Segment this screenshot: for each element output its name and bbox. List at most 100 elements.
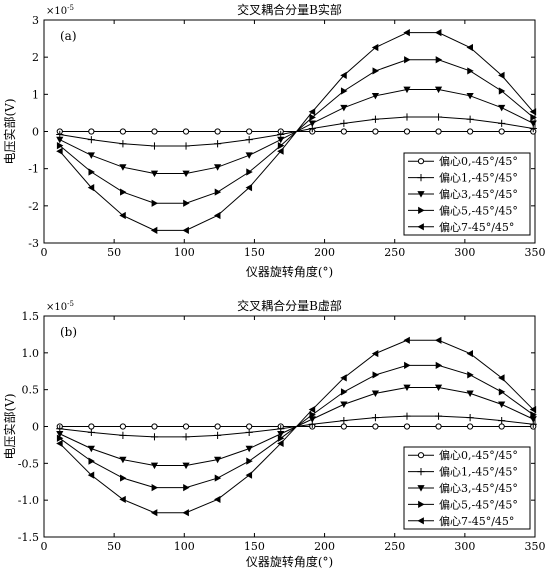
- data-point: [498, 128, 505, 135]
- data-point: [214, 456, 222, 464]
- y-axis-label: 电压实部(V): [2, 393, 17, 459]
- legend-label: 偏心0,-45°/45°: [439, 154, 518, 168]
- data-point: [150, 142, 159, 150]
- legend-marker: [418, 206, 425, 214]
- data-point: [246, 423, 253, 430]
- data-point: [151, 199, 159, 207]
- x-tick-label: 100: [174, 246, 195, 259]
- data-point: [372, 371, 380, 379]
- y-tick-label: 2: [32, 51, 39, 64]
- data-point: [466, 43, 473, 52]
- x-axis-label: 仪器旋转角度(°): [246, 554, 333, 569]
- data-point: [120, 474, 127, 482]
- y-tick-label: 1: [32, 88, 39, 101]
- data-point: [498, 388, 506, 396]
- data-point: [371, 43, 379, 52]
- data-point: [498, 401, 506, 408]
- y-tick-label: -1: [28, 163, 39, 176]
- data-point: [56, 136, 64, 144]
- legend: 偏心0,-45°/45° 偏心1,-45°/45° 偏心3,-45°/45° 偏心5,…: [403, 152, 531, 236]
- legend-item: 偏心3,-45°/45°: [408, 481, 518, 495]
- x-tick-label: 50: [107, 246, 121, 259]
- data-point: [434, 86, 443, 94]
- legend-item: 偏心1,-45°/45°: [408, 171, 518, 185]
- data-point: [150, 433, 159, 441]
- data-point: [56, 434, 64, 442]
- data-point: [340, 87, 348, 95]
- data-point: [87, 471, 95, 479]
- data-point: [404, 56, 411, 64]
- y-tick-label: 3: [32, 14, 39, 27]
- data-point: [467, 67, 474, 75]
- data-point: [277, 430, 285, 438]
- data-point: [277, 147, 284, 155]
- data-point: [434, 113, 443, 121]
- legend-marker: [417, 191, 425, 198]
- legend-label: 偏心0,-45°/45°: [439, 448, 518, 462]
- data-point: [277, 136, 285, 144]
- data-point: [309, 113, 316, 121]
- legend-marker: [417, 174, 425, 182]
- legend-marker: [418, 500, 425, 508]
- data-point: [87, 152, 95, 159]
- chart-panel-b: 交叉耦合分量B虚部 ×10-5 0 50 100 150 200 250 300 350 -1.5 -…: [2, 298, 546, 569]
- data-point: [403, 86, 411, 94]
- x-tick-label: 200: [314, 540, 335, 553]
- legend-label: 偏心1,-45°/45°: [439, 171, 518, 185]
- data-point: [182, 226, 189, 234]
- data-point: [466, 390, 474, 397]
- data-point: [466, 414, 474, 422]
- data-point: [88, 457, 95, 465]
- legend-item: 偏心5,-45°/45°: [408, 497, 518, 511]
- data-point: [119, 431, 127, 439]
- chart-panel-a: 交叉耦合分量B实部 ×10-5 0 50 100 150 200 250 300 350 -3 -2 -…: [2, 2, 546, 279]
- data-point: [214, 164, 222, 171]
- data-point: [182, 128, 190, 135]
- y-axis-label: 电压实部(V): [2, 98, 17, 164]
- series-0: [56, 128, 537, 135]
- legend-marker: [417, 485, 425, 492]
- x-tick-label: 150: [244, 540, 265, 553]
- legend-item: 偏心0,-45°/45°: [408, 448, 518, 462]
- y-exponent-label: ×10-5: [46, 300, 74, 313]
- data-point: [498, 374, 505, 382]
- data-point: [435, 361, 443, 369]
- data-point: [245, 471, 253, 479]
- x-tick-label: 0: [41, 540, 48, 553]
- data-point: [435, 56, 443, 64]
- data-point: [214, 128, 221, 135]
- data-point: [340, 128, 347, 135]
- data-point: [246, 457, 253, 465]
- data-point: [119, 128, 127, 135]
- data-point: [150, 509, 158, 517]
- data-point: [466, 349, 473, 358]
- legend-item: 偏心7-45°/45°: [408, 220, 514, 234]
- y-exponent-power: -5: [67, 4, 74, 12]
- panel-label: (b): [60, 325, 77, 339]
- data-point: [309, 411, 316, 419]
- legend-label: 偏心5,-45°/45°: [439, 203, 518, 217]
- legend-label: 偏心7-45°/45°: [439, 220, 514, 234]
- data-point: [371, 115, 380, 123]
- chart-title: 交叉耦合分量B实部: [237, 2, 342, 17]
- series-4: [56, 29, 537, 234]
- x-tick-label: 50: [107, 540, 121, 553]
- data-point: [277, 439, 284, 448]
- data-point: [120, 188, 127, 196]
- data-point: [340, 374, 347, 382]
- x-tick-label: 300: [454, 246, 475, 259]
- data-point: [403, 128, 411, 135]
- data-point: [466, 92, 474, 100]
- legend-label: 偏心7-45°/45°: [439, 514, 514, 528]
- data-point: [308, 416, 316, 423]
- data-point: [119, 140, 127, 148]
- data-point: [245, 136, 253, 144]
- data-point: [246, 128, 253, 135]
- data-point: [403, 412, 411, 420]
- data-point: [214, 211, 221, 220]
- data-point: [529, 108, 537, 116]
- data-point: [403, 29, 410, 37]
- data-point: [245, 152, 253, 159]
- x-tick-label: 250: [384, 540, 405, 553]
